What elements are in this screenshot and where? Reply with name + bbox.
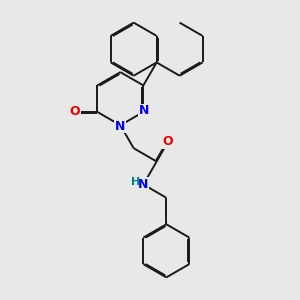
Text: O: O [70, 106, 80, 118]
Text: N: N [115, 120, 125, 133]
Text: O: O [163, 136, 173, 148]
Text: N: N [138, 178, 148, 191]
Text: N: N [139, 104, 149, 117]
Text: H: H [131, 177, 141, 187]
